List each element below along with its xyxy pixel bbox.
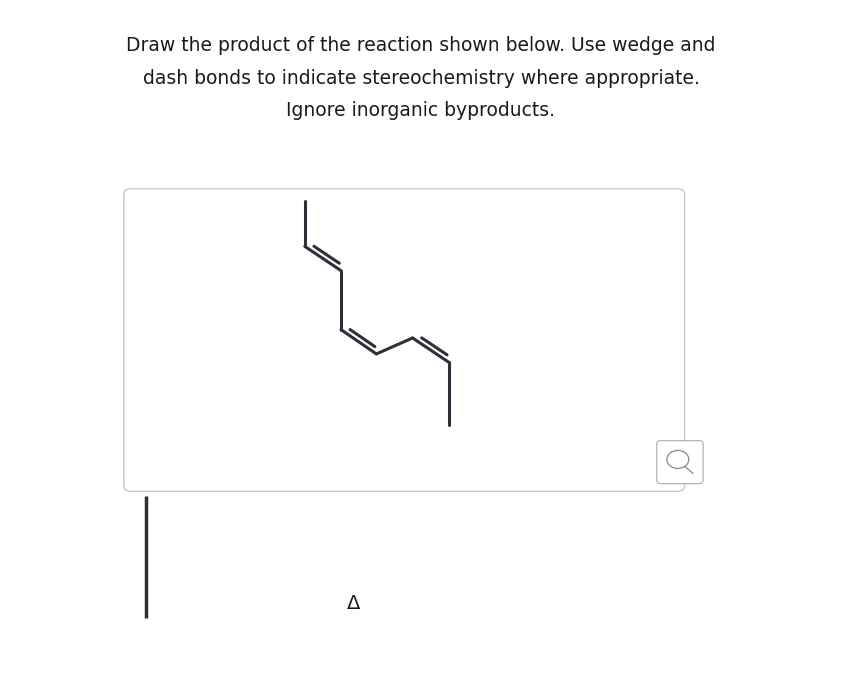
Text: Δ: Δ [347,594,360,613]
FancyBboxPatch shape [657,441,703,484]
Text: Ignore inorganic byproducts.: Ignore inorganic byproducts. [286,101,556,119]
Text: Draw the product of the reaction shown below. Use wedge and: Draw the product of the reaction shown b… [126,36,716,55]
Text: dash bonds to indicate stereochemistry where appropriate.: dash bonds to indicate stereochemistry w… [142,69,700,88]
FancyBboxPatch shape [124,189,685,491]
